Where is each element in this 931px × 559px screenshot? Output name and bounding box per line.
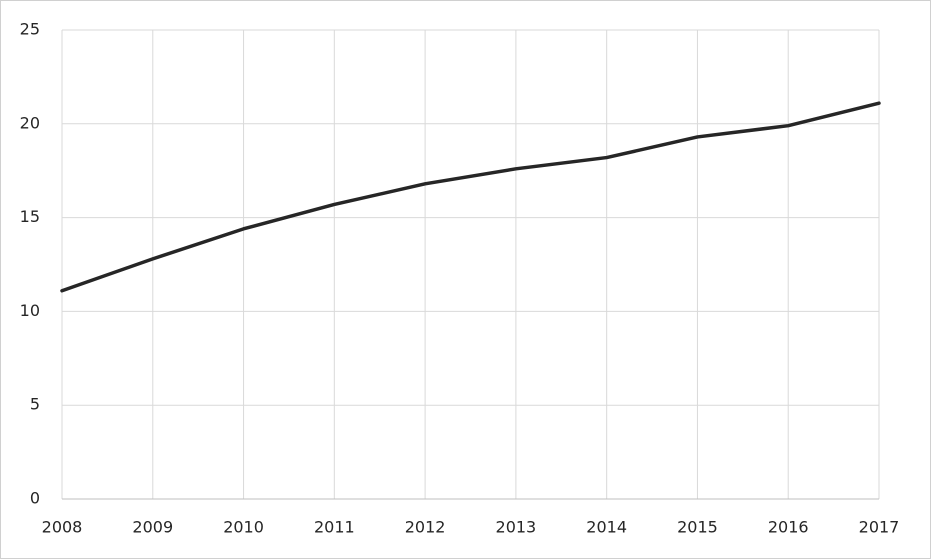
- x-tick-label: 2008: [42, 518, 83, 537]
- data-line: [60, 101, 881, 293]
- y-tick-label: 25: [20, 20, 40, 39]
- x-tick-label: 2013: [496, 518, 537, 537]
- y-tick-label: 20: [20, 113, 40, 132]
- x-tick-label: 2015: [677, 518, 718, 537]
- y-tick-label: 15: [20, 207, 40, 226]
- x-tick-label: 2011: [314, 518, 355, 537]
- y-tick-label: 10: [20, 301, 40, 320]
- x-tick-label: 2016: [768, 518, 809, 537]
- x-tick-label: 2009: [132, 518, 173, 537]
- x-tick-label: 2017: [859, 518, 900, 537]
- x-tick-label: 2012: [405, 518, 446, 537]
- y-tick-label: 5: [30, 395, 40, 414]
- y-tick-label: 0: [30, 489, 40, 508]
- x-tick-label: 2010: [223, 518, 264, 537]
- x-tick-label: 2014: [586, 518, 627, 537]
